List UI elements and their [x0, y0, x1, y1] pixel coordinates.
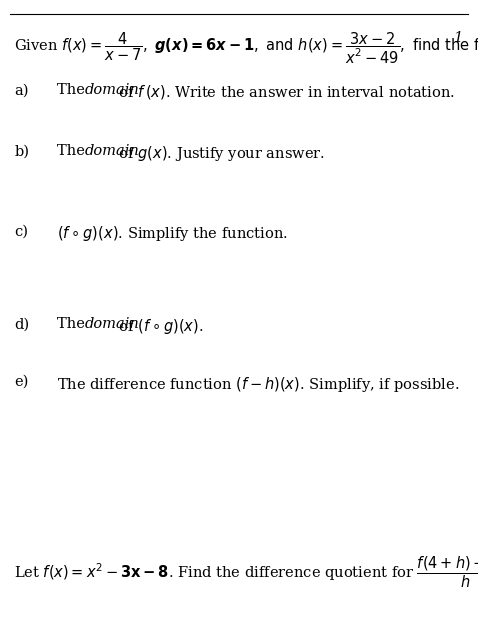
Text: The: The: [57, 144, 90, 158]
Text: domain: domain: [85, 144, 140, 158]
Text: e): e): [14, 375, 29, 389]
Text: of $f\,(x)$. Write the answer in interval notation.: of $f\,(x)$. Write the answer in interva…: [114, 83, 455, 101]
Text: The: The: [57, 317, 90, 331]
Text: The difference function $(f - h)(x)$. Simplify, if possible.: The difference function $(f - h)(x)$. Si…: [57, 375, 460, 394]
Text: b): b): [14, 144, 29, 158]
Text: $(f \circ g)(x)$. Simplify the function.: $(f \circ g)(x)$. Simplify the function.: [57, 224, 288, 244]
Text: Given $f(x) = \dfrac{4}{x-7},\ \boldsymbol{g(x) = 6x-1},\ \mathrm{and}\ h(x) = \: Given $f(x) = \dfrac{4}{x-7},\ \boldsymb…: [14, 31, 478, 66]
Text: of $(f \circ g)(x)$.: of $(f \circ g)(x)$.: [114, 317, 203, 337]
Text: d): d): [14, 317, 30, 331]
Text: of $g(x)$. Justify your answer.: of $g(x)$. Justify your answer.: [114, 144, 325, 163]
Text: a): a): [14, 83, 29, 97]
Text: 1: 1: [455, 31, 464, 45]
Text: The: The: [57, 83, 90, 97]
Text: Let $f(x) = x^2 - \mathbf{3x - 8}$. Find the difference quotient for $\dfrac{f(4: Let $f(x) = x^2 - \mathbf{3x - 8}$. Find…: [14, 554, 478, 590]
Text: c): c): [14, 224, 28, 238]
Text: domain: domain: [85, 83, 140, 97]
Text: domain: domain: [85, 317, 140, 331]
